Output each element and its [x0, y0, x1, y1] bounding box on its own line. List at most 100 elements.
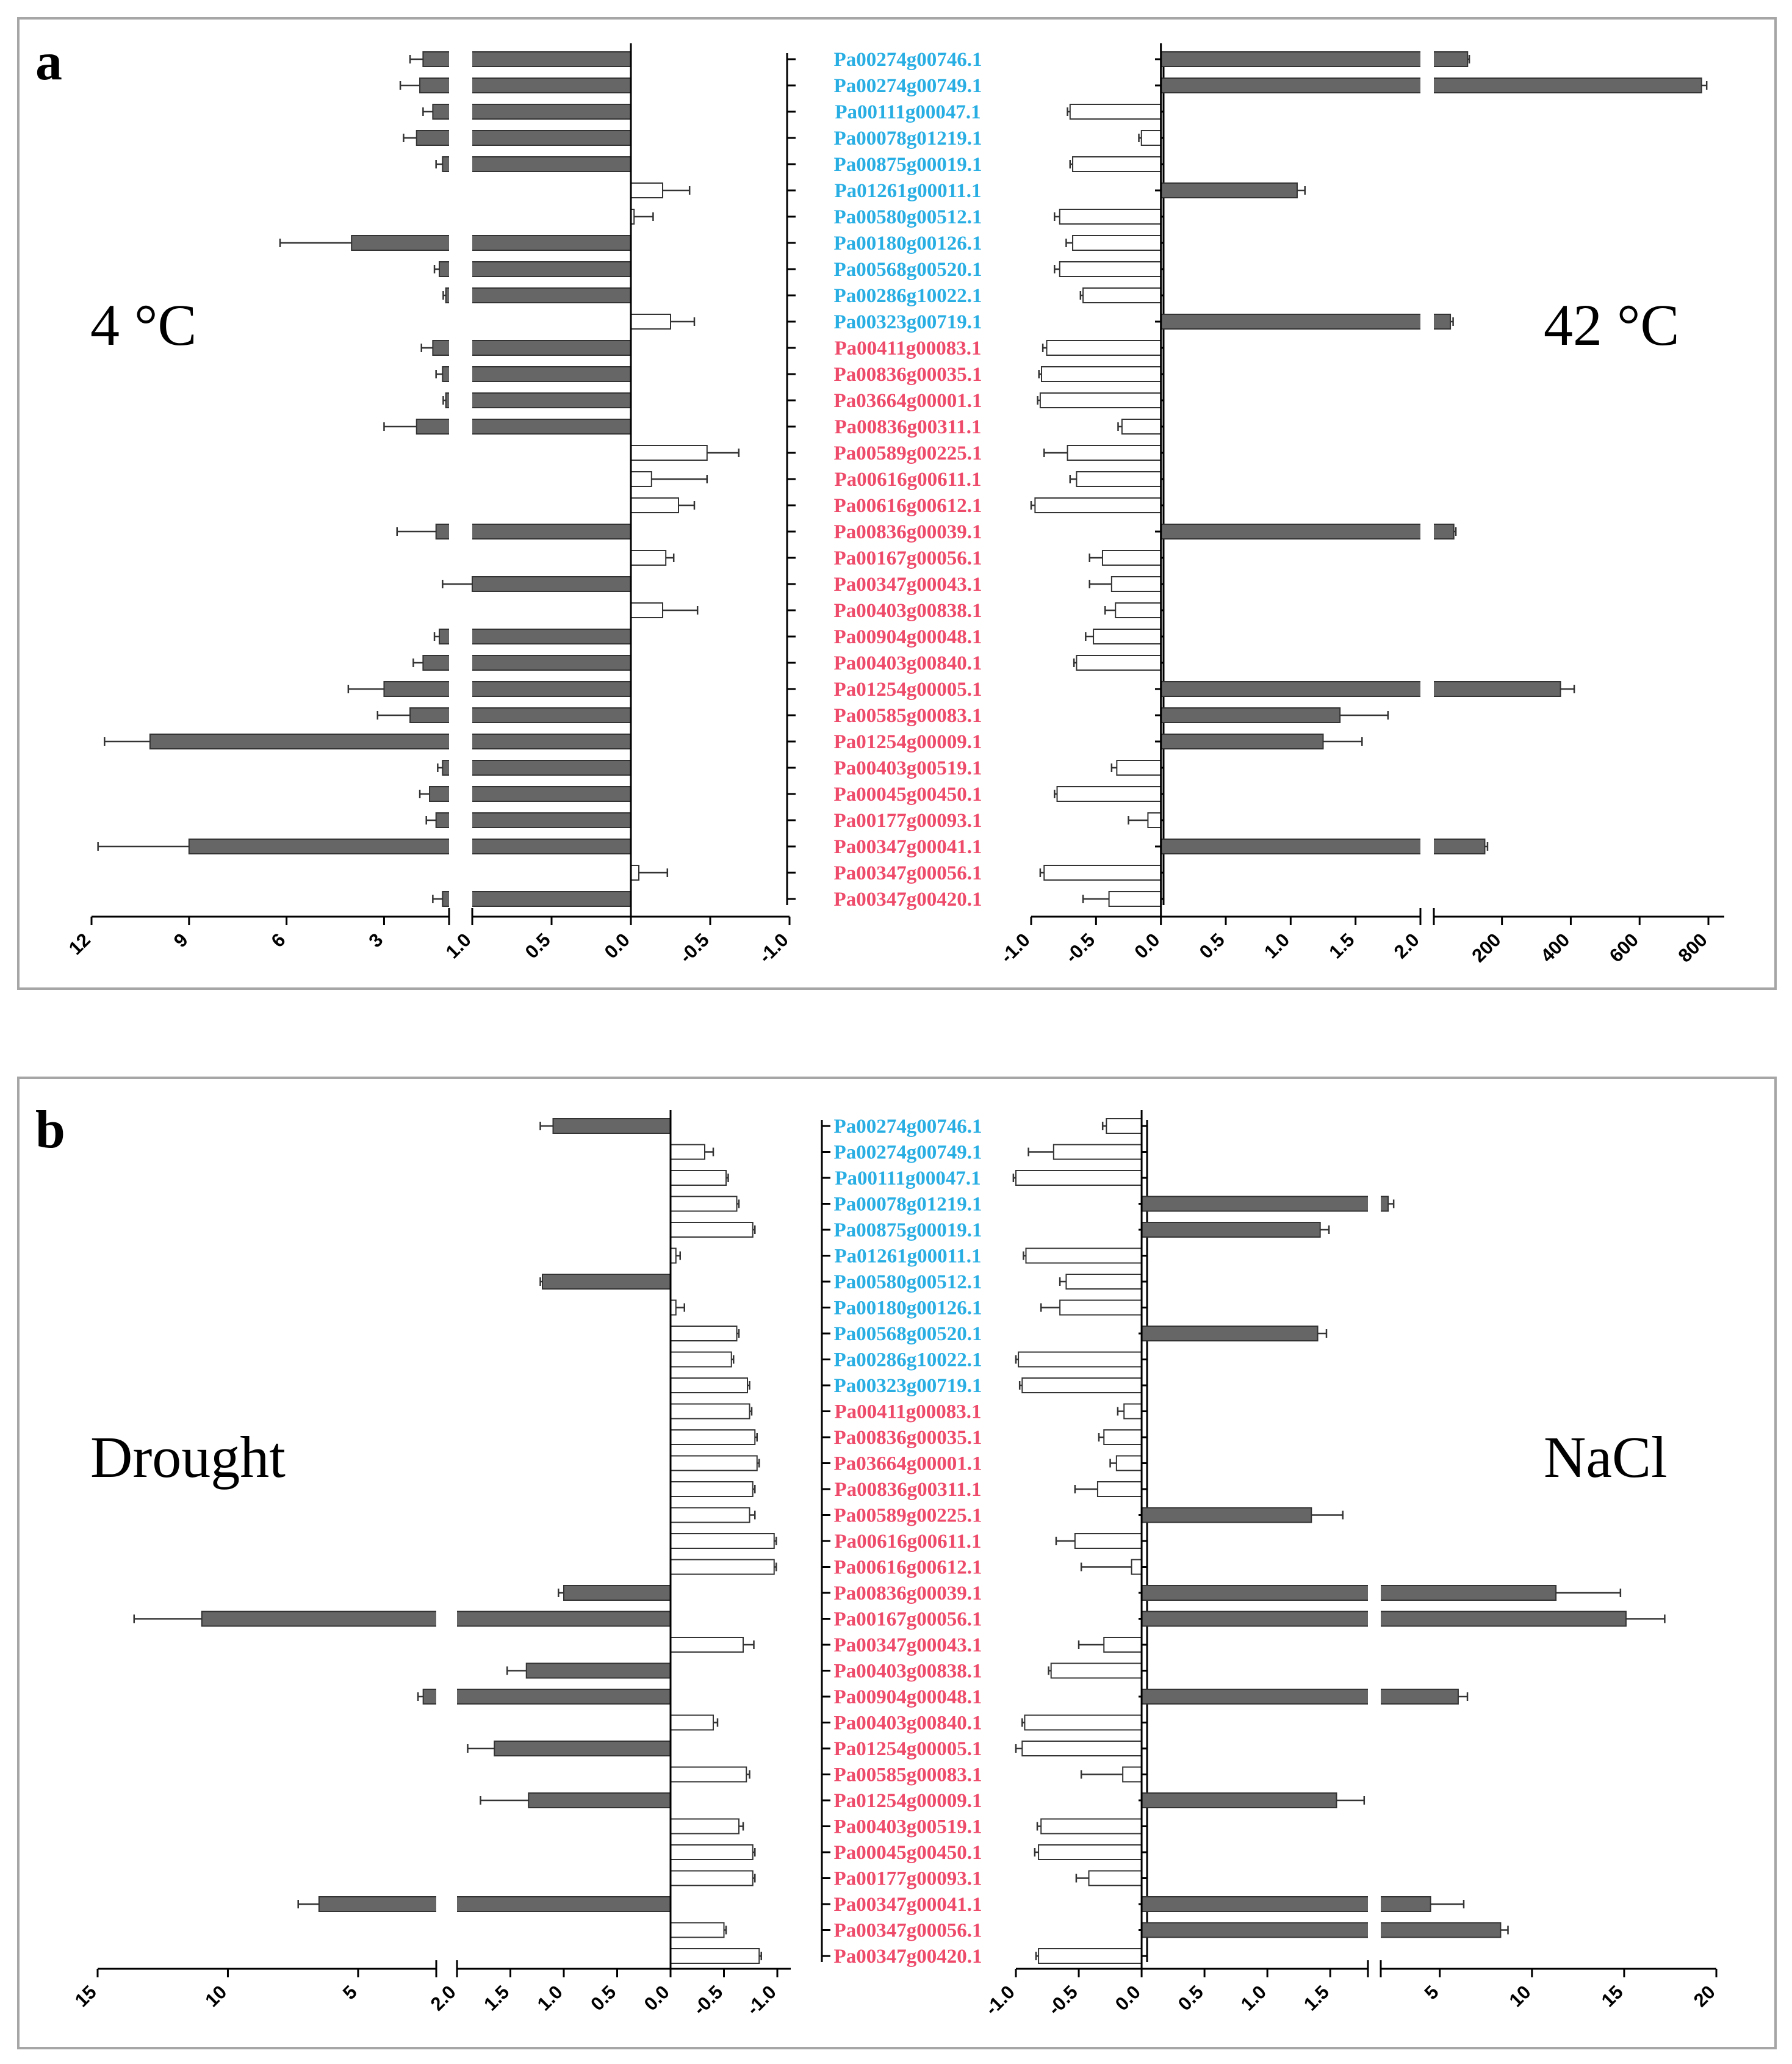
- bar-p1R-19: [1141, 1611, 1627, 1627]
- gene-label-1-5: Pa01261g00011.1: [834, 1246, 981, 1268]
- bar-p0L-24: [383, 681, 632, 697]
- gene-label-1-14: Pa00836g00311.1: [834, 1479, 981, 1501]
- gene-label-0-8: Pa00568g00520.1: [834, 259, 982, 281]
- gene-label-1-29: Pa00177g00093.1: [834, 1868, 982, 1890]
- gene-label-0-0: Pa00274g00746.1: [834, 49, 982, 71]
- gene-label-0-3: Pa00078g01219.1: [834, 128, 982, 150]
- gene-label-1-8: Pa00568g00520.1: [834, 1323, 982, 1345]
- bar-p0R-9: [1082, 287, 1162, 303]
- bar-p0R-14: [1121, 419, 1162, 435]
- bar-break-p0L-25: [449, 705, 472, 725]
- bar-p1R-9: [1018, 1351, 1143, 1368]
- gene-label-0-13: Pa03664g00001.1: [834, 390, 982, 412]
- bar-break-p0L-1: [449, 76, 472, 95]
- left-condition-label-a: 4 °C: [90, 292, 196, 358]
- panel-a-label: a: [35, 32, 62, 92]
- gene-label-0-29: Pa00177g00093.1: [834, 810, 982, 832]
- bar-p0R-26: [1160, 734, 1324, 749]
- bar-p1R-11: [1123, 1403, 1143, 1420]
- gene-label-1-18: Pa00836g00039.1: [834, 1582, 982, 1604]
- bar-p1L-14: [670, 1481, 754, 1497]
- gene-label-0-2: Pa00111g00047.1: [835, 101, 981, 123]
- bar-p0L-7: [351, 235, 632, 251]
- bar-p0L-20: [472, 576, 632, 592]
- bar-break-p1L-22: [436, 1687, 457, 1706]
- panel-a-frame: [17, 17, 1777, 990]
- bar-break-p0R-1: [1420, 76, 1434, 95]
- gene-label-1-4: Pa00875g00019.1: [834, 1219, 982, 1241]
- bar-p0R-29: [1147, 812, 1162, 828]
- bar-p0R-3: [1140, 130, 1162, 146]
- bar-p1L-21: [525, 1662, 671, 1679]
- bar-p0R-32: [1108, 891, 1162, 907]
- bar-p0L-17: [630, 497, 679, 513]
- bar-p1R-23: [1024, 1714, 1143, 1731]
- right-condition-label-b: NaCl: [1544, 1424, 1668, 1490]
- gene-label-0-11: Pa00411g00083.1: [834, 337, 981, 359]
- bar-break-p0L-18: [449, 522, 472, 541]
- bar-p0L-21: [630, 602, 663, 618]
- bar-break-p0L-23: [449, 653, 472, 673]
- bar-break-p0L-2: [449, 102, 472, 121]
- gene-label-0-4: Pa00875g00019.1: [834, 154, 982, 176]
- bar-p0L-15: [630, 445, 708, 461]
- bar-p0L-30: [188, 839, 632, 854]
- bar-break-p0L-13: [449, 391, 472, 410]
- bar-p1R-26: [1141, 1792, 1337, 1808]
- bar-p0R-16: [1076, 471, 1162, 487]
- bar-p1L-17: [670, 1559, 775, 1575]
- bar-p0R-23: [1076, 655, 1162, 671]
- bar-p1R-24: [1021, 1741, 1143, 1756]
- bar-p0R-5: [1160, 182, 1298, 198]
- gene-label-0-23: Pa00403g00840.1: [834, 652, 982, 674]
- bar-p1R-8: [1141, 1326, 1319, 1341]
- gene-label-1-10: Pa00323g00719.1: [834, 1375, 982, 1397]
- gene-label-0-7: Pa00180g00126.1: [834, 233, 982, 254]
- bar-p1R-0: [1106, 1118, 1143, 1134]
- bar-p1L-16: [670, 1533, 775, 1549]
- gene-label-0-32: Pa00347g00420.1: [834, 889, 982, 911]
- bar-p0L-31: [630, 865, 639, 881]
- gene-label-1-11: Pa00411g00083.1: [834, 1401, 981, 1423]
- bar-p1L-26: [528, 1792, 671, 1808]
- bar-p1L-9: [670, 1351, 732, 1368]
- gene-label-0-6: Pa00580g00512.1: [834, 206, 982, 228]
- bar-p0R-21: [1115, 602, 1162, 618]
- bar-p0R-11: [1046, 340, 1162, 356]
- gene-label-1-15: Pa00589g00225.1: [834, 1505, 982, 1527]
- bar-break-p0L-8: [449, 259, 472, 279]
- bar-p1R-4: [1141, 1222, 1321, 1238]
- bar-p1L-18: [563, 1585, 671, 1601]
- bar-p0L-12: [442, 366, 632, 382]
- bar-break-p0L-32: [449, 889, 472, 909]
- gene-label-0-16: Pa00616g00611.1: [834, 469, 981, 491]
- bar-p0R-12: [1041, 366, 1162, 382]
- bar-p1L-27: [670, 1818, 739, 1835]
- bar-p1L-3: [670, 1196, 738, 1212]
- gene-label-1-3: Pa00078g01219.1: [834, 1194, 982, 1216]
- bar-p1R-1: [1053, 1144, 1143, 1160]
- gene-label-1-16: Pa00616g00611.1: [834, 1531, 981, 1553]
- panel-b-frame: [17, 1077, 1777, 2049]
- bar-p1R-22: [1141, 1689, 1459, 1705]
- bar-break-p1R-19: [1368, 1609, 1381, 1629]
- gene-label-1-6: Pa00580g00512.1: [834, 1271, 982, 1293]
- bar-p0R-31: [1043, 865, 1162, 881]
- bar-p1R-31: [1141, 1922, 1502, 1938]
- bar-break-p1L-30: [436, 1894, 457, 1914]
- bar-p0L-3: [416, 130, 632, 146]
- bar-break-p1R-22: [1368, 1687, 1381, 1706]
- bar-p1R-5: [1025, 1247, 1143, 1264]
- bar-p1L-12: [670, 1429, 756, 1445]
- bar-break-p0L-11: [449, 338, 472, 358]
- gene-label-0-28: Pa00045g00450.1: [834, 784, 982, 806]
- bar-p1R-18: [1141, 1585, 1557, 1601]
- bar-p1R-20: [1103, 1637, 1143, 1653]
- bar-p1L-2: [670, 1170, 727, 1186]
- gene-label-1-20: Pa00347g00043.1: [834, 1634, 982, 1656]
- gene-label-1-27: Pa00403g00519.1: [834, 1816, 982, 1838]
- bar-p0R-18: [1160, 524, 1455, 539]
- bar-p0R-6: [1059, 209, 1162, 225]
- bar-p1R-32: [1038, 1948, 1143, 1964]
- bar-p1L-11: [670, 1403, 750, 1420]
